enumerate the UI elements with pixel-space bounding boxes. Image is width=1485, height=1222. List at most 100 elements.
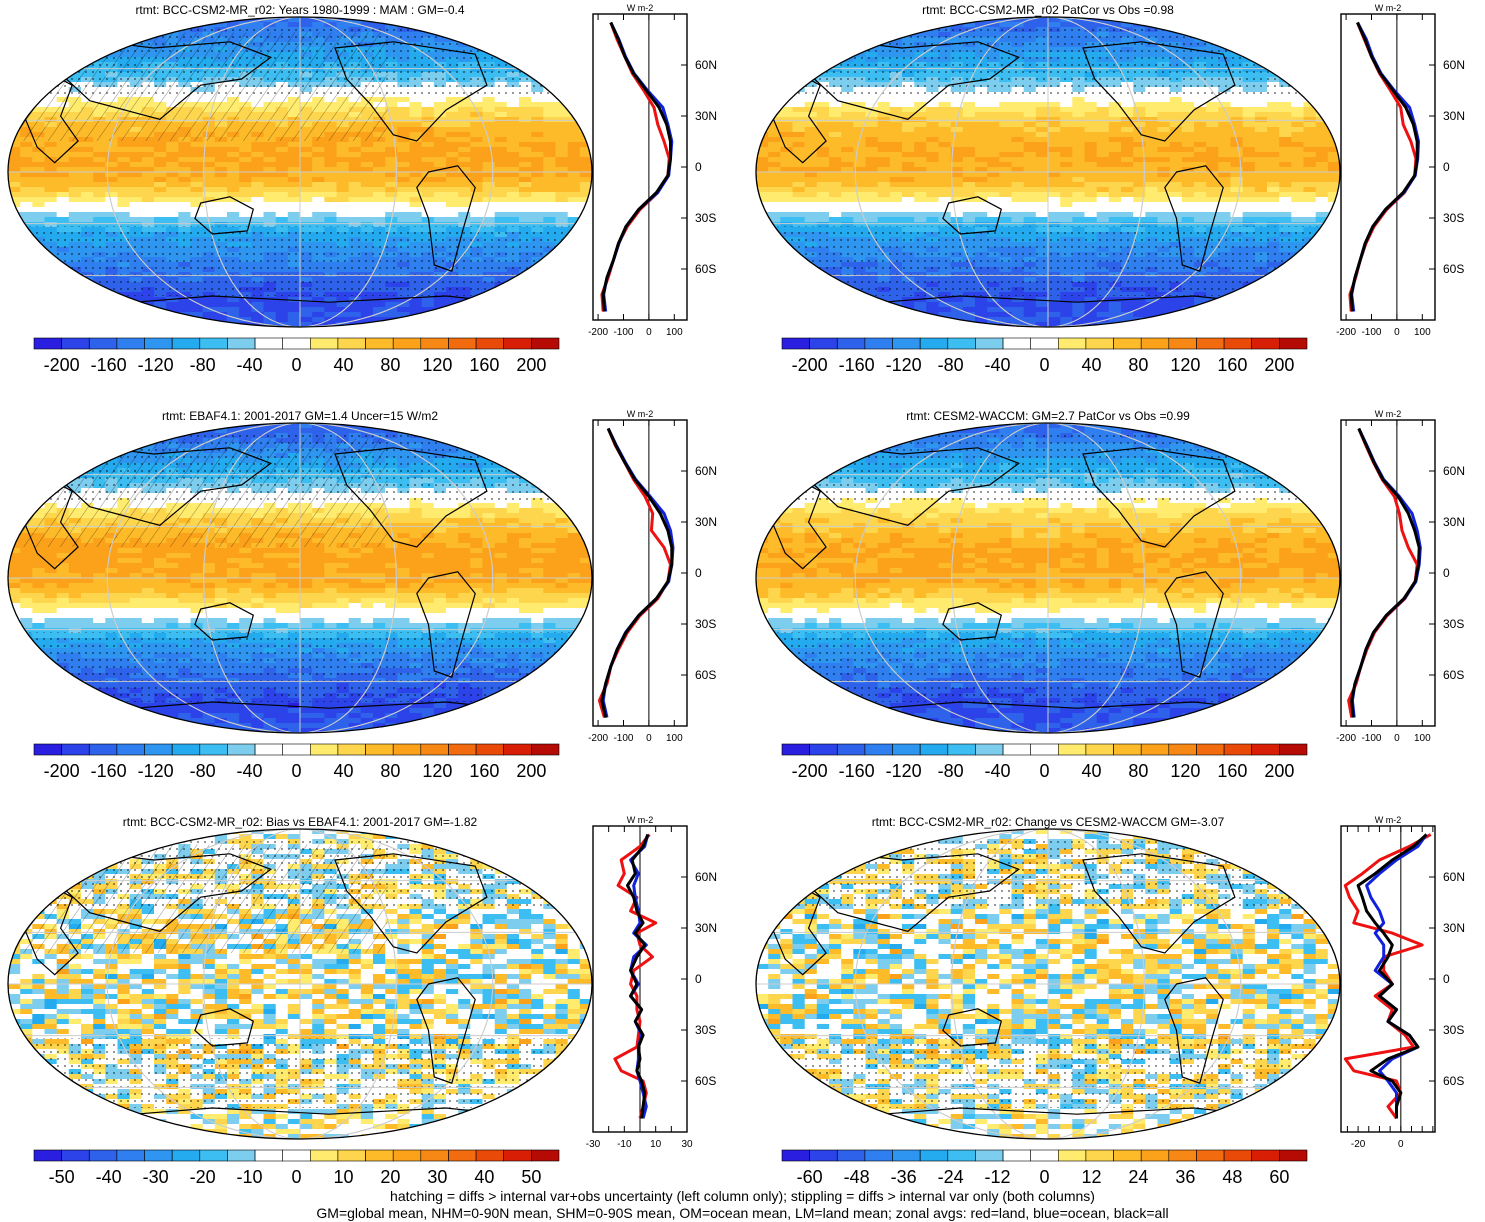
colorbar-swatch	[920, 338, 948, 349]
colorbar-swatch	[310, 338, 338, 349]
colorbar-swatch	[837, 744, 865, 755]
colorbar-swatch	[1279, 1150, 1307, 1161]
colorbar-swatch	[1252, 1150, 1280, 1161]
zonal-x-tick-label: 0	[1398, 1139, 1404, 1150]
zonal-x-tick-label: -30	[586, 1139, 601, 1150]
zonal-lat-label: 60N	[1443, 870, 1465, 884]
colorbar-label: 0	[1039, 1167, 1049, 1187]
panel-4: rtmt: CESM2-WACCM: GM=2.7 PatCor vs Obs …	[748, 406, 1485, 806]
colorbar-label: 200	[516, 761, 546, 781]
zonal-x-tick-label: 0	[646, 327, 652, 338]
colorbar-swatch	[89, 338, 117, 349]
colorbar-swatch	[89, 1150, 117, 1161]
zonal-x-tick-label: -200	[588, 327, 608, 338]
colorbar-label: 50	[521, 1167, 541, 1187]
colorbar-swatch	[62, 338, 90, 349]
colorbar-swatch	[283, 744, 311, 755]
colorbar-swatch	[283, 338, 311, 349]
colorbar-label: 160	[1217, 355, 1247, 375]
colorbar-label: 0	[1039, 355, 1049, 375]
zonal-lat-label: 60N	[1443, 464, 1465, 478]
colorbar-label: 30	[427, 1167, 447, 1187]
colorbar-label: 60	[1269, 1167, 1289, 1187]
colorbar-swatch	[504, 1150, 532, 1161]
colorbar-swatch	[255, 1150, 283, 1161]
colorbar-swatch	[948, 744, 976, 755]
zonal-lat-label: 0	[695, 160, 702, 174]
zonal-lat-label: 30S	[1443, 1023, 1464, 1037]
colorbar-label: -60	[797, 1167, 823, 1187]
colorbar-label: 160	[469, 355, 499, 375]
colorbar-swatch	[200, 744, 228, 755]
colorbar-swatch	[1197, 1150, 1225, 1161]
colorbar-swatch	[476, 744, 504, 755]
map-field	[8, 17, 593, 328]
colorbar-swatch	[1252, 744, 1280, 755]
colorbar-label: -10	[236, 1167, 262, 1187]
colorbar-label: -40	[984, 355, 1010, 375]
colorbar-swatch	[975, 744, 1003, 755]
zonal-lat-label: 0	[1443, 566, 1450, 580]
colorbar-swatch	[476, 338, 504, 349]
colorbar-swatch	[421, 1150, 449, 1161]
colorbar-swatch	[1252, 338, 1280, 349]
colorbar-swatch	[310, 744, 338, 755]
colorbar-swatch	[1197, 744, 1225, 755]
colorbar-swatch	[172, 338, 200, 349]
colorbar-swatch	[810, 338, 838, 349]
zonal-lat-label: 30S	[695, 211, 716, 225]
zonal-lat-label: 60S	[1443, 668, 1464, 682]
zonal-units: W m-2	[627, 815, 654, 825]
zonal-x-tick-label: 100	[666, 733, 683, 744]
zonal-lat-label: 60S	[1443, 1074, 1464, 1088]
colorbar-swatch	[449, 744, 477, 755]
zonal-lat-label: 30N	[1443, 921, 1465, 935]
colorbar-swatch	[393, 744, 421, 755]
colorbar-swatch	[1003, 1150, 1031, 1161]
colorbar-swatch	[1058, 338, 1086, 349]
colorbar-label: 200	[1264, 355, 1294, 375]
colorbar-swatch	[1114, 338, 1142, 349]
zonal-lat-label: 30N	[695, 515, 717, 529]
colorbar-swatch	[1058, 1150, 1086, 1161]
colorbar-swatch	[810, 1150, 838, 1161]
colorbar-swatch	[1031, 338, 1059, 349]
colorbar-swatch	[865, 744, 893, 755]
colorbar-label: -160	[91, 355, 127, 375]
zonal-x-tick-label: -200	[588, 733, 608, 744]
colorbar-swatch	[1031, 1150, 1059, 1161]
colorbar-label: -120	[886, 355, 922, 375]
zonal-x-tick-label: 30	[681, 1139, 693, 1150]
zonal-lat-label: 0	[1443, 972, 1450, 986]
colorbar-swatch	[117, 1150, 145, 1161]
colorbar-swatch	[1141, 744, 1169, 755]
colorbar-swatch	[893, 1150, 921, 1161]
zonal-all-line	[1352, 429, 1420, 718]
colorbar-label: 48	[1222, 1167, 1242, 1187]
colorbar-label: 200	[1264, 761, 1294, 781]
colorbar-swatch	[89, 744, 117, 755]
colorbar-label: 40	[474, 1167, 494, 1187]
zonal-x-tick-label: 100	[666, 327, 683, 338]
zonal-x-tick-label: -200	[1336, 733, 1356, 744]
colorbar-swatch	[1086, 1150, 1114, 1161]
zonal-lat-label: 60S	[695, 262, 716, 276]
zonal-lat-label: 60N	[1443, 58, 1465, 72]
zonal-units: W m-2	[627, 409, 654, 419]
colorbar-label: -120	[886, 761, 922, 781]
colorbar-swatch	[117, 744, 145, 755]
colorbar-label: 36	[1175, 1167, 1195, 1187]
colorbar-swatch	[865, 338, 893, 349]
colorbar-swatch	[1224, 338, 1252, 349]
zonal-x-tick-label: -200	[1336, 327, 1356, 338]
colorbar-swatch	[145, 1150, 173, 1161]
zonal-lat-label: 30N	[695, 921, 717, 935]
